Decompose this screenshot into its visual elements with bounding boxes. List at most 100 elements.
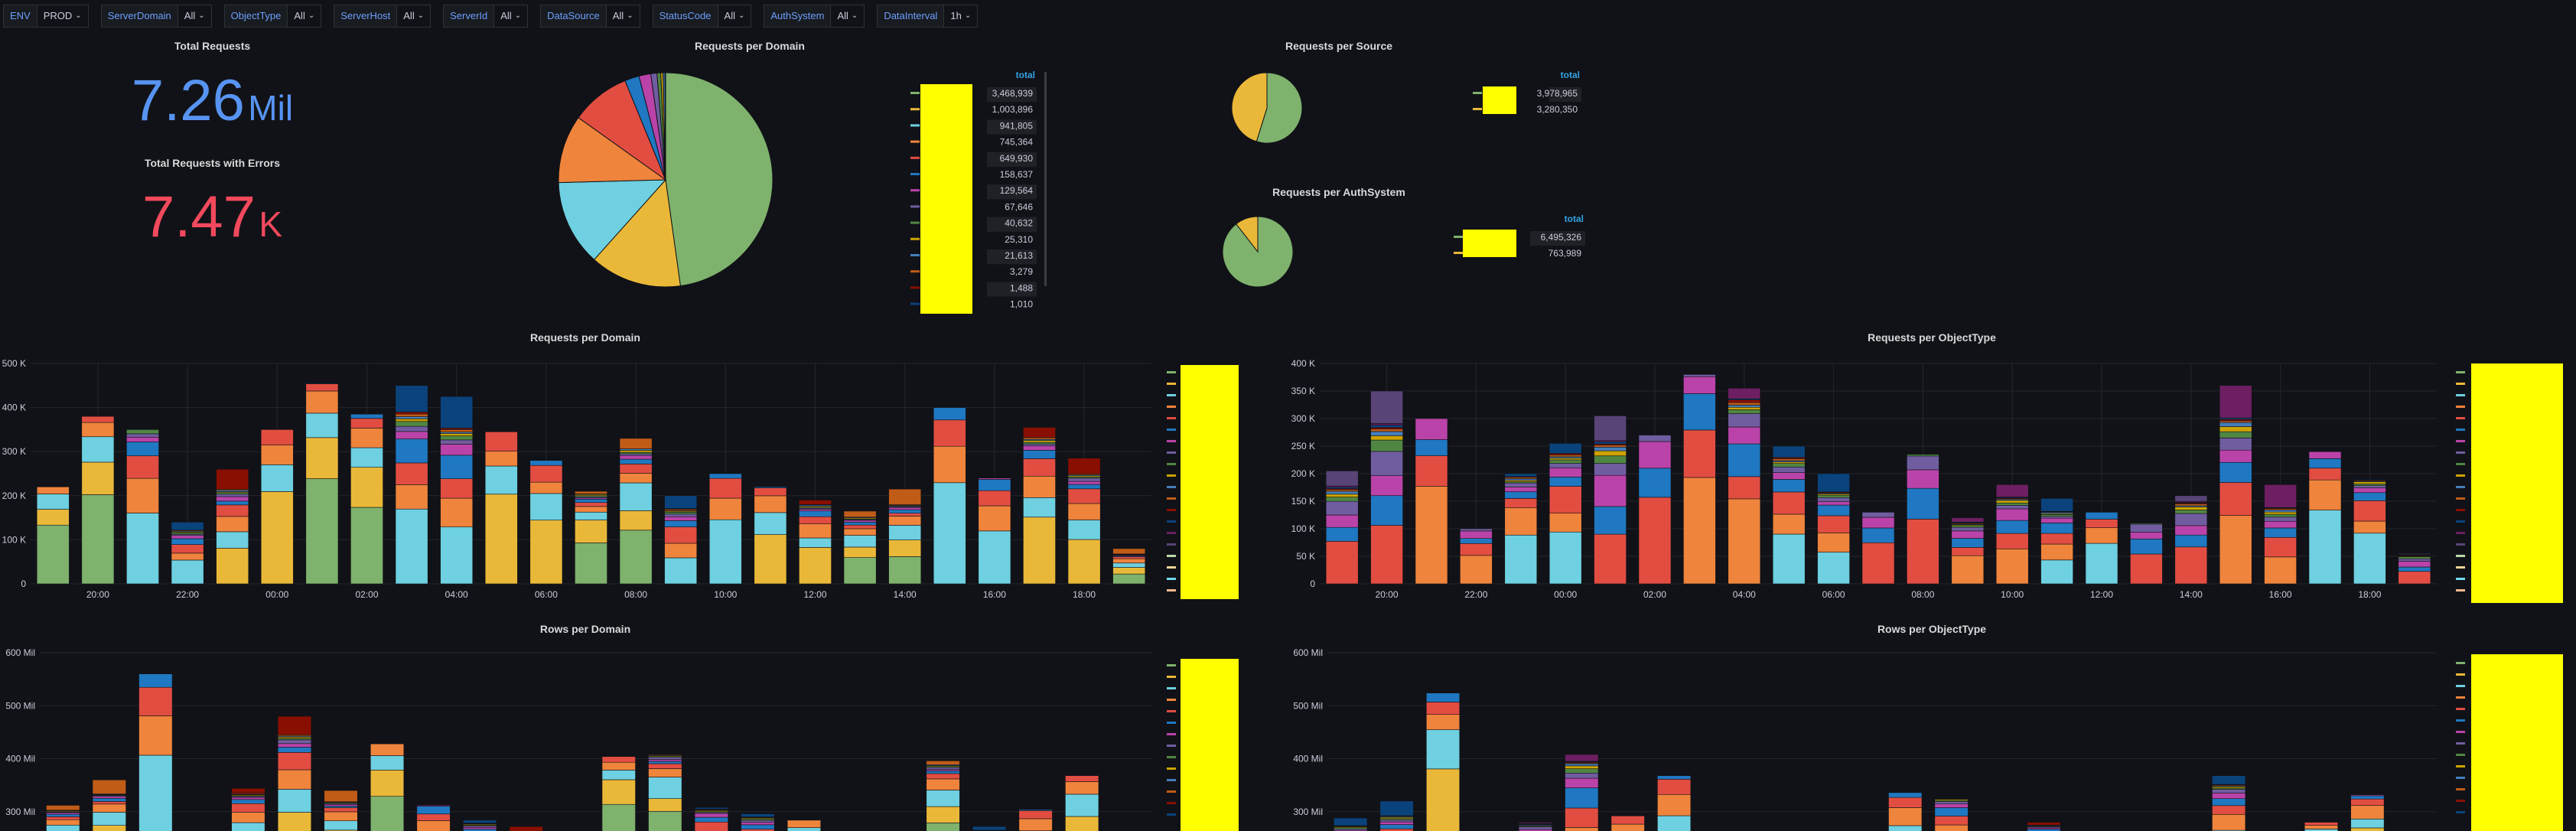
bar-segment[interactable] <box>216 516 249 533</box>
bar-segment[interactable] <box>978 505 1011 532</box>
bar-segment[interactable] <box>231 822 265 831</box>
bar-segment[interactable] <box>1772 445 1806 458</box>
bar-segment[interactable] <box>2040 498 2073 512</box>
bar-segment[interactable] <box>1065 816 1099 831</box>
bar-segment[interactable] <box>46 813 80 817</box>
bar-segment[interactable] <box>799 509 832 512</box>
bar-segment[interactable] <box>1018 810 1053 820</box>
bar-segment[interactable] <box>277 743 312 748</box>
bar-segment[interactable] <box>664 526 698 544</box>
bar-segment[interactable] <box>1772 491 1806 515</box>
bar-segment[interactable] <box>1995 508 2029 521</box>
bar-segment[interactable] <box>395 425 428 432</box>
bar-segment[interactable] <box>2219 461 2252 483</box>
bar-segment[interactable] <box>231 803 265 813</box>
bar-segment[interactable] <box>1325 494 1359 497</box>
bar-segment[interactable] <box>1460 555 1493 585</box>
bar-segment[interactable] <box>2353 487 2386 494</box>
bar-segment[interactable] <box>575 511 607 520</box>
bar-segment[interactable] <box>1728 405 1761 408</box>
bar-segment[interactable] <box>46 816 80 820</box>
bar-segment[interactable] <box>305 383 339 392</box>
bar-segment[interactable] <box>926 790 960 807</box>
bar-segment[interactable] <box>1594 474 1627 507</box>
bar-segment[interactable] <box>416 813 451 821</box>
bar-segment[interactable] <box>978 490 1011 507</box>
bar-segment[interactable] <box>1325 490 1359 495</box>
bar-segment[interactable] <box>324 790 358 803</box>
bar-segment[interactable] <box>1565 787 1599 809</box>
bar-segment[interactable] <box>2085 519 2118 528</box>
bar-segment[interactable] <box>92 796 126 799</box>
bar-segment[interactable] <box>1817 552 1850 585</box>
bar-segment[interactable] <box>2353 478 2386 481</box>
bar-segment[interactable] <box>81 461 115 495</box>
bar-segment[interactable] <box>92 801 126 805</box>
bar-segment[interactable] <box>2350 795 2385 800</box>
bar-segment[interactable] <box>664 513 698 517</box>
bar-segment[interactable] <box>1565 754 1599 762</box>
bar-segment[interactable] <box>1951 526 1985 532</box>
bar-segment[interactable] <box>463 825 497 828</box>
bar-segment[interactable] <box>2308 458 2342 469</box>
bar-segment[interactable] <box>575 520 607 543</box>
bar-segment[interactable] <box>1460 538 1493 544</box>
pie-slice[interactable] <box>1255 72 1303 144</box>
bar-segment[interactable] <box>2212 798 2246 807</box>
bar-segment[interactable] <box>1023 442 1056 445</box>
bar-segment[interactable] <box>754 487 787 497</box>
bar-segment[interactable] <box>1728 476 1761 500</box>
bar-segment[interactable] <box>395 412 428 415</box>
bar-segment[interactable] <box>171 552 204 561</box>
bar-segment[interactable] <box>648 798 682 812</box>
bar-segment[interactable] <box>1934 803 1969 808</box>
bar-segment[interactable] <box>926 767 960 770</box>
bar-segment[interactable] <box>126 433 159 438</box>
bar-segment[interactable] <box>2264 527 2297 538</box>
bar-segment[interactable] <box>1907 487 1939 520</box>
bar-segment[interactable] <box>216 500 249 506</box>
bar-segment[interactable] <box>926 778 960 790</box>
bar-segment[interactable] <box>1425 714 1461 730</box>
bar-segment[interactable] <box>126 513 159 585</box>
bar-segment[interactable] <box>1610 823 1645 831</box>
bar-segment[interactable] <box>1594 445 1627 448</box>
bar-segment[interactable] <box>648 761 682 764</box>
bar-segment[interactable] <box>601 761 636 771</box>
bar-segment[interactable] <box>2350 805 2385 820</box>
bar-segment[interactable] <box>1549 459 1582 464</box>
bar-segment[interactable] <box>1683 374 1716 377</box>
bar-segment[interactable] <box>1023 440 1056 443</box>
bar-segment[interactable] <box>1995 484 2029 497</box>
bar-segment[interactable] <box>138 754 173 831</box>
bar-segment[interactable] <box>754 534 787 585</box>
bar-segment[interactable] <box>1951 525 1985 528</box>
bar-segment[interactable] <box>416 806 451 815</box>
bar-segment[interactable] <box>138 686 173 716</box>
bar-segment[interactable] <box>2219 449 2252 463</box>
bar-segment[interactable] <box>1379 800 1414 816</box>
bar-segment[interactable] <box>440 429 474 432</box>
bar-segment[interactable] <box>2130 539 2163 555</box>
bar-segment[interactable] <box>2027 822 2061 826</box>
bar-segment[interactable] <box>509 826 543 831</box>
bar-segment[interactable] <box>664 557 698 585</box>
bar-segment[interactable] <box>978 530 1011 585</box>
bar-segment[interactable] <box>933 419 966 447</box>
bar-segment[interactable] <box>2212 793 2246 799</box>
bar-segment[interactable] <box>2264 513 2297 518</box>
bar-segment[interactable] <box>1728 409 1761 414</box>
bar-segment[interactable] <box>1023 445 1056 451</box>
bar-segment[interactable] <box>1065 775 1099 782</box>
bar-segment[interactable] <box>575 502 607 507</box>
bar-segment[interactable] <box>601 770 636 780</box>
bar-segment[interactable] <box>1370 435 1403 441</box>
bar-segment[interactable] <box>619 438 653 449</box>
bar-segment[interactable] <box>1065 781 1099 795</box>
variable-select[interactable]: All ⌄ <box>177 5 212 28</box>
bar-segment[interactable] <box>324 820 358 831</box>
bar-segment[interactable] <box>484 494 518 585</box>
bar-segment[interactable] <box>1907 455 1939 471</box>
bar-segment[interactable] <box>1951 555 1985 585</box>
bar-segment[interactable] <box>2350 794 2385 797</box>
